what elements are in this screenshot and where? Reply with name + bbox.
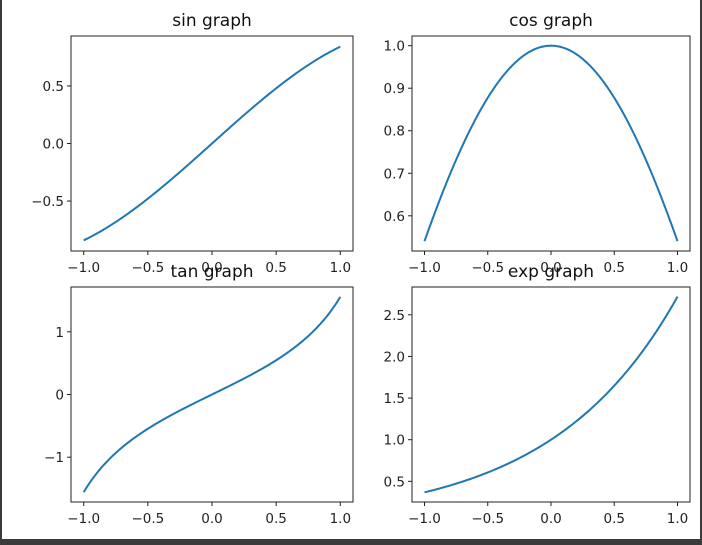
tan-xtick-label: 0.5 — [265, 511, 286, 527]
exp-ytick-label: 0.5 — [384, 474, 405, 490]
cos-subplot: cos graph −1.0 −0.5 0.0 0.5 1.0 0.6 0.7 0.8 0.9 1.… — [384, 11, 691, 276]
tan-xtick-label: 1.0 — [330, 511, 351, 527]
exp-xtick-label: 1.0 — [667, 511, 688, 527]
cos-series-line — [423, 44, 679, 242]
sin-xtick-label: −0.5 — [131, 260, 164, 276]
exp-ytick-label: 2.0 — [384, 349, 405, 365]
exp-subplot: exp graph −1.0 −0.5 0.0 0.5 1.0 0.5 1.0 1.5 2.0 2.… — [384, 262, 691, 527]
sin-title: sin graph — [172, 11, 252, 31]
exp-series-line — [424, 296, 679, 494]
sin-xtick-label: 0.0 — [201, 260, 222, 276]
exp-ytick-label: 1.0 — [384, 433, 405, 449]
exp-title: exp graph — [508, 262, 594, 282]
sin-ytick-label: −0.5 — [31, 194, 64, 210]
tan-subplot: tan graph −1.0 −0.5 0.0 0.5 1.0 −1 0 1 — [44, 262, 354, 527]
tan-xtick-label: −0.5 — [131, 511, 164, 527]
cos-xtick-label: 0.5 — [604, 260, 625, 276]
sin-subplot: sin graph −1.0 −0.5 0.0 0.5 1.0 −0.5 0.0 0.5 — [31, 11, 354, 276]
exp-axes-frame — [411, 286, 691, 503]
cos-title: cos graph — [509, 11, 593, 31]
cos-xtick-label: −0.5 — [471, 260, 504, 276]
cos-ytick-label: 1.0 — [384, 39, 405, 55]
exp-xtick-label: 0.5 — [604, 511, 625, 527]
exp-ytick-label: 1.5 — [384, 391, 405, 407]
exp-xtick-label: −1.0 — [408, 511, 441, 527]
cos-ytick-label: 0.9 — [384, 81, 405, 97]
cos-ytick-label: 0.8 — [384, 124, 405, 140]
exp-xtick-label: −0.5 — [471, 511, 504, 527]
exp-xtick-label: 0.0 — [540, 511, 561, 527]
sin-xtick-label: −1.0 — [67, 260, 100, 276]
cos-axes-frame — [411, 35, 691, 252]
cos-ytick-label: 0.7 — [384, 166, 405, 182]
sin-ytick-label: 0.5 — [43, 79, 64, 95]
tan-title: tan graph — [170, 262, 253, 282]
sin-xtick-label: 0.5 — [265, 260, 286, 276]
tan-xtick-label: −1.0 — [67, 511, 100, 527]
exp-ytick-label: 2.5 — [384, 308, 405, 324]
tan-ytick-label: 0 — [55, 388, 64, 404]
tan-ytick-label: −1 — [44, 450, 64, 466]
tan-ytick-label: 1 — [55, 325, 64, 341]
cos-xtick-label: 0.0 — [540, 260, 561, 276]
cos-xtick-label: 1.0 — [667, 260, 688, 276]
cos-xtick-label: −1.0 — [408, 260, 441, 276]
sin-ytick-label: 0.0 — [43, 137, 64, 153]
tan-xtick-label: 0.0 — [201, 511, 222, 527]
cos-ytick-label: 0.6 — [384, 209, 405, 225]
sin-xtick-label: 1.0 — [330, 260, 351, 276]
